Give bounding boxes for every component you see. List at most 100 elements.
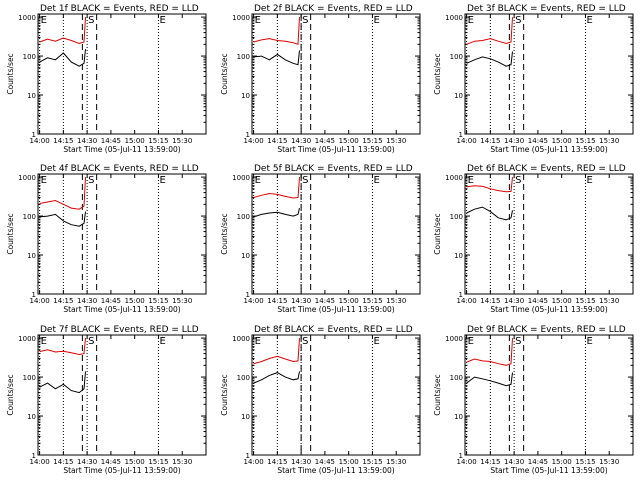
y-tick-label: 1 [246, 291, 250, 299]
event-marker-s: S [515, 175, 521, 186]
series-line-lld [39, 17, 86, 45]
y-tick-label: 1 [32, 452, 36, 460]
y-tick-label: 1000 [232, 14, 250, 22]
x-tick-label: 14:15 [53, 137, 73, 145]
y-tick-label: 1000 [18, 335, 36, 343]
chart-title: Det 8f BLACK = Events, RED = LLD [254, 325, 413, 335]
x-tick-label: 14:45 [101, 458, 121, 466]
plot-frame [251, 173, 421, 295]
x-tick-label: 14:00 [29, 137, 49, 145]
y-axis-label: Counts/sec [6, 374, 15, 415]
x-tick-label: 14:15 [480, 137, 500, 145]
event-marker-e: E [468, 336, 474, 347]
event-marker-s: S [302, 336, 308, 347]
y-tick-label: 10 [27, 252, 36, 260]
x-tick-label: 15:15 [575, 458, 595, 466]
event-marker-e: E [41, 175, 47, 186]
plot-frame [37, 13, 207, 135]
x-tick-label: 15:15 [148, 458, 168, 466]
y-axis-label: Counts/sec [6, 53, 15, 94]
chart-panel-1: Det 1f BLACK = Events, RED = LLD 1 10 100 10… [6, 4, 207, 154]
x-axis-label: Start Time (05-Jul-11 13:59:00) [63, 305, 180, 314]
x-tick-label: 14:45 [315, 458, 335, 466]
x-tick-label: 15:15 [575, 297, 595, 305]
x-tick-label: 14:45 [315, 137, 335, 145]
chart-panel-4: Det 4f BLACK = Events, RED = LLD 1 10 100 10… [6, 164, 207, 314]
chart-title: Det 3f BLACK = Events, RED = LLD [467, 4, 626, 14]
x-axis-label: Start Time (05-Jul-11 13:59:00) [63, 466, 180, 475]
x-tick-label: 14:15 [480, 297, 500, 305]
y-tick-label: 100 [450, 374, 463, 382]
y-tick-label: 10 [454, 92, 463, 100]
y-tick-label: 10 [454, 252, 463, 260]
x-tick-label: 14:00 [29, 297, 49, 305]
y-axis-label: Counts/sec [220, 374, 229, 415]
event-marker-e: E [373, 175, 379, 186]
y-axis-label: Counts/sec [220, 53, 229, 94]
event-marker-s: S [88, 15, 94, 26]
event-marker-s: S [515, 336, 521, 347]
x-tick-label: 14:30 [291, 137, 311, 145]
y-tick-label: 100 [450, 53, 463, 61]
x-tick-label: 14:45 [101, 137, 121, 145]
plot-frame [251, 13, 421, 135]
event-marker-e: E [255, 175, 261, 186]
series-line-lld [253, 177, 300, 199]
event-marker-e: E [468, 175, 474, 186]
x-tick-label: 15:30 [172, 297, 192, 305]
y-tick-label: 1000 [18, 174, 36, 182]
x-tick-label: 15:30 [386, 458, 406, 466]
event-marker-s: S [302, 15, 308, 26]
x-tick-label: 14:00 [456, 137, 476, 145]
y-tick-label: 1 [32, 131, 36, 139]
y-tick-label: 100 [450, 213, 463, 221]
x-tick-label: 14:00 [456, 297, 476, 305]
x-tick-label: 14:15 [267, 137, 287, 145]
y-tick-label: 10 [27, 92, 36, 100]
x-tick-label: 15:00 [339, 137, 359, 145]
y-axis-label: Counts/sec [220, 213, 229, 254]
series-line-events [253, 371, 300, 384]
chart-title: Det 1f BLACK = Events, RED = LLD [40, 4, 199, 14]
y-tick-label: 1000 [18, 14, 36, 22]
y-tick-label: 1000 [232, 174, 250, 182]
chart-title: Det 5f BLACK = Events, RED = LLD [254, 164, 413, 174]
y-tick-label: 100 [237, 213, 250, 221]
event-marker-e: E [586, 15, 592, 26]
x-tick-label: 14:45 [528, 458, 548, 466]
x-axis-label: Start Time (05-Jul-11 13:59:00) [490, 305, 607, 314]
series-line-events [466, 206, 513, 221]
plot-frame [464, 334, 634, 456]
y-tick-label: 100 [23, 374, 36, 382]
y-tick-label: 1000 [445, 174, 463, 182]
x-tick-label: 14:30 [77, 297, 97, 305]
y-tick-label: 10 [27, 413, 36, 421]
x-tick-label: 15:15 [362, 297, 382, 305]
y-tick-label: 100 [23, 53, 36, 61]
y-axis-label: Counts/sec [433, 213, 442, 254]
event-marker-s: S [515, 15, 521, 26]
x-axis-label: Start Time (05-Jul-11 13:59:00) [490, 466, 607, 475]
chart-panel-3: Det 3f BLACK = Events, RED = LLD 1 10 100 10… [433, 4, 634, 154]
series-line-lld [466, 338, 513, 366]
chart-panel-9: Det 9f BLACK = Events, RED = LLD 1 10 100 10… [433, 325, 634, 475]
x-tick-label: 14:15 [267, 297, 287, 305]
x-tick-label: 15:00 [125, 458, 145, 466]
x-tick-label: 14:45 [528, 297, 548, 305]
y-tick-label: 1000 [232, 335, 250, 343]
x-tick-label: 14:00 [29, 458, 49, 466]
series-line-lld [39, 338, 86, 356]
x-tick-label: 14:15 [53, 297, 73, 305]
event-marker-s: S [88, 336, 94, 347]
series-line-lld [39, 177, 86, 210]
series-line-events [466, 51, 513, 67]
x-tick-label: 14:30 [77, 137, 97, 145]
event-marker-e: E [468, 15, 474, 26]
y-axis-label: Counts/sec [433, 53, 442, 94]
series-line-lld [466, 177, 513, 193]
x-tick-label: 15:30 [599, 458, 619, 466]
event-marker-s: S [302, 175, 308, 186]
event-marker-e: E [159, 336, 165, 347]
plot-frame [37, 334, 207, 456]
x-tick-label: 15:30 [599, 297, 619, 305]
